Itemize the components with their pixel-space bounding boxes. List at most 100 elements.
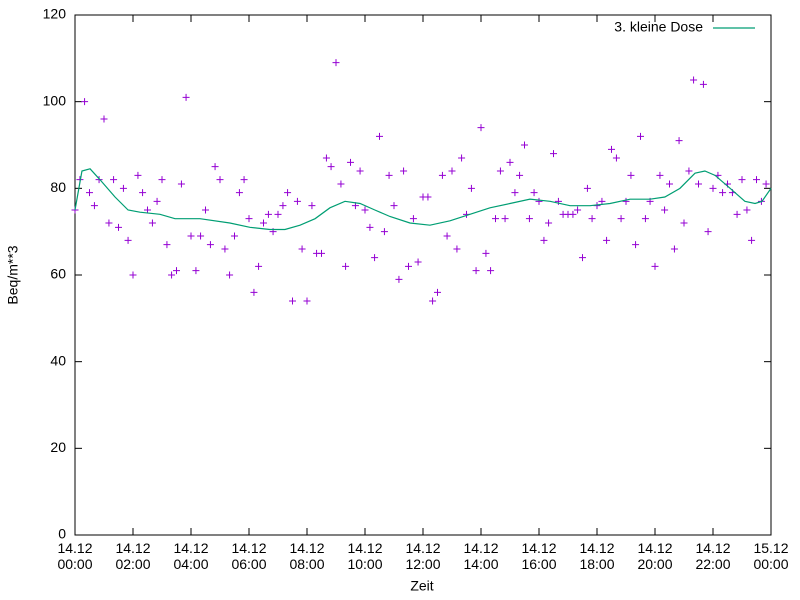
data-point	[414, 258, 422, 266]
data-point	[221, 245, 229, 253]
data-point	[521, 141, 528, 149]
data-point	[443, 232, 451, 240]
data-point	[748, 236, 756, 244]
data-point	[342, 262, 350, 270]
data-point	[467, 184, 475, 192]
data-point	[395, 275, 403, 283]
data-point	[163, 241, 171, 249]
data-point	[492, 215, 499, 223]
data-point	[603, 236, 611, 244]
data-point	[641, 215, 649, 223]
data-point	[632, 241, 640, 249]
data-point	[366, 223, 374, 231]
data-point	[753, 176, 760, 184]
data-point	[496, 167, 504, 175]
data-point	[182, 93, 190, 101]
data-point	[100, 115, 108, 123]
data-point	[675, 137, 683, 145]
data-point	[168, 271, 176, 279]
data-point	[95, 176, 103, 184]
data-point	[434, 288, 441, 296]
data-point	[298, 245, 306, 253]
data-point	[588, 215, 596, 223]
data-point	[318, 249, 325, 257]
data-point	[202, 206, 209, 214]
data-point	[598, 197, 606, 205]
data-point	[380, 228, 388, 236]
data-point	[110, 176, 118, 184]
x-tick-label: 14.12 04:00	[173, 540, 208, 572]
data-point	[709, 184, 717, 192]
data-point	[550, 150, 557, 158]
data-point	[134, 171, 142, 179]
data-point	[139, 189, 147, 197]
x-tick-label: 14.12 08:00	[289, 540, 324, 572]
x-tick-label: 14.12 14:00	[463, 540, 498, 572]
data-point	[356, 167, 364, 175]
data-point	[627, 171, 635, 179]
data-point	[240, 176, 248, 184]
data-point	[424, 193, 432, 201]
data-point	[617, 215, 625, 223]
data-point	[337, 180, 345, 188]
data-point	[525, 215, 533, 223]
data-point	[535, 197, 543, 205]
data-point	[661, 206, 669, 214]
data-point	[119, 184, 127, 192]
data-point	[250, 288, 258, 296]
data-point	[264, 210, 272, 218]
data-point	[622, 197, 630, 205]
x-tick-label: 15.12 00:00	[753, 540, 788, 572]
data-point	[385, 171, 393, 179]
data-point	[177, 180, 185, 188]
data-point	[612, 154, 620, 162]
data-point	[255, 262, 263, 270]
data-point	[733, 210, 741, 218]
y-tick-label: 80	[50, 179, 66, 195]
legend-label: 3. kleine Dose	[614, 19, 703, 35]
data-point	[158, 176, 166, 184]
data-point	[192, 267, 200, 275]
plot-frame	[74, 14, 772, 536]
data-point	[579, 254, 586, 262]
data-point	[482, 249, 490, 257]
data-point	[719, 189, 727, 197]
data-point	[129, 271, 137, 279]
data-point	[86, 189, 93, 197]
data-point	[545, 219, 553, 227]
data-point	[245, 215, 253, 223]
data-point	[704, 228, 712, 236]
data-point	[226, 271, 234, 279]
data-point	[144, 206, 151, 214]
data-point	[81, 98, 89, 106]
data-point	[400, 167, 408, 175]
data-point	[569, 210, 577, 218]
data-point	[284, 189, 292, 197]
data-point	[216, 176, 224, 184]
data-point	[390, 202, 398, 210]
y-tick-label: 20	[50, 439, 66, 455]
data-point	[376, 132, 383, 140]
data-point	[574, 206, 582, 214]
data-line	[74, 168, 772, 231]
data-point	[405, 262, 412, 270]
x-tick-label: 14.12 10:00	[347, 540, 382, 572]
data-point	[293, 197, 301, 205]
data-point	[540, 236, 548, 244]
data-point	[308, 202, 316, 210]
data-point	[327, 163, 335, 171]
data-point	[148, 219, 156, 227]
y-tick-label: 40	[50, 352, 66, 368]
data-point	[153, 197, 161, 205]
data-point	[690, 76, 698, 84]
x-axis-label: Zeit	[410, 578, 433, 594]
data-point	[458, 154, 466, 162]
data-point	[429, 297, 437, 305]
data-point	[738, 176, 746, 184]
x-tick-label: 14.12 16:00	[521, 540, 556, 572]
data-point	[762, 180, 770, 188]
data-point	[695, 180, 702, 188]
data-point	[583, 184, 591, 192]
data-point	[115, 223, 122, 231]
